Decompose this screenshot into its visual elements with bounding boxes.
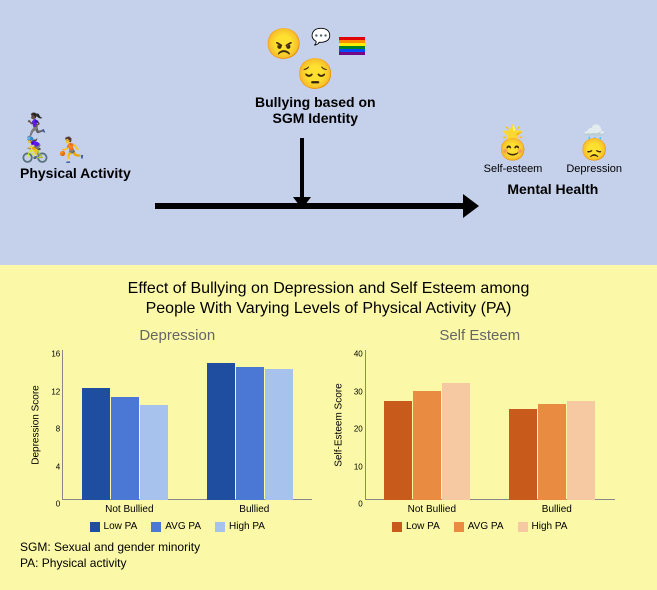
bar — [82, 388, 110, 501]
bullying-label-line1: Bullying based on — [255, 94, 376, 110]
bar-group — [82, 388, 168, 501]
disappointed-face-icon: 😞 — [580, 137, 607, 162]
depression-label: Depression — [566, 163, 622, 175]
y-tick: 40 — [354, 350, 363, 359]
y-axis-label: Self-Esteem Score — [333, 383, 344, 466]
y-tick: 16 — [51, 350, 60, 359]
bar — [265, 369, 293, 500]
legend-swatch — [518, 522, 528, 532]
bar — [111, 397, 139, 500]
bar — [538, 404, 566, 500]
legend-label: AVG PA — [468, 521, 504, 532]
legend-label: Low PA — [104, 521, 138, 532]
rainbow-flag-icon — [339, 37, 365, 55]
bar — [207, 363, 235, 500]
bar — [567, 401, 595, 500]
x-axis-labels: Not Bullied Bullied — [62, 504, 312, 515]
legend-swatch — [90, 522, 100, 532]
footnote: SGM: Sexual and gender minority PA: Phys… — [0, 532, 657, 571]
bar — [413, 391, 441, 501]
bar — [140, 405, 168, 500]
bullying-icons: 😠 💬 😔 — [255, 30, 376, 90]
chart-title: Self Esteem — [345, 327, 615, 344]
legend-item: AVG PA — [151, 521, 201, 532]
legend-label: High PA — [532, 521, 568, 532]
basketball-icon: ⛹️ — [57, 137, 87, 164]
self-esteem-item: 🌟 😊 Self-esteem — [484, 125, 543, 175]
sad-face-icon: 😔 — [297, 58, 334, 91]
legend: Low PA AVG PA High PA — [345, 521, 615, 532]
charts-title-line1: Effect of Bullying on Depression and Sel… — [128, 280, 530, 297]
legend-swatch — [392, 522, 402, 532]
y-tick: 4 — [56, 462, 60, 471]
legend-swatch — [454, 522, 464, 532]
runner-icon: 🏃🏿‍♀️ — [20, 113, 50, 140]
bar-group — [509, 401, 595, 500]
mental-health-node: 🌟 😊 Self-esteem 🌧️ 😞 Depression Mental H… — [484, 125, 622, 197]
y-tick: 30 — [354, 387, 363, 396]
y-tick: 8 — [56, 425, 60, 434]
angry-face-icon: 😠 — [265, 28, 302, 61]
speech-bubble-icon: 💬 — [311, 29, 331, 46]
y-axis: Depression Score0481216 — [42, 350, 62, 500]
chart-title: Depression — [42, 327, 312, 344]
bar — [384, 401, 412, 500]
physical-activity-icons: 🏃🏿‍♀️ 🚴‍♀️ ⛹️ — [20, 115, 131, 163]
x-axis-labels: Not Bullied Bullied — [365, 504, 615, 515]
plot-area — [62, 350, 312, 500]
mental-health-label: Mental Health — [484, 181, 622, 197]
self-esteem-label: Self-esteem — [484, 163, 543, 175]
footnote-line1: SGM: Sexual and gender minority — [20, 540, 200, 554]
legend-item: Low PA — [392, 521, 440, 532]
legend-label: AVG PA — [165, 521, 201, 532]
y-tick: 0 — [56, 500, 60, 509]
charts-panel: Effect of Bullying on Depression and Sel… — [0, 265, 657, 590]
charts-title-line2: People With Varying Levels of Physical A… — [146, 300, 512, 317]
x-tick-label: Not Bullied — [408, 504, 456, 515]
y-axis: Self-Esteem Score010203040 — [345, 350, 365, 500]
footnote-line2: PA: Physical activity — [20, 556, 126, 570]
concept-diagram-panel: 🏃🏿‍♀️ 🚴‍♀️ ⛹️ Physical Activity 😠 💬 😔 Bu… — [0, 0, 657, 265]
x-tick-label: Bullied — [542, 504, 572, 515]
legend-item: High PA — [518, 521, 568, 532]
legend-item: AVG PA — [454, 521, 504, 532]
figure-root: 🏃🏿‍♀️ 🚴‍♀️ ⛹️ Physical Activity 😠 💬 😔 Bu… — [0, 0, 657, 590]
legend-swatch — [151, 522, 161, 532]
x-tick-label: Bullied — [239, 504, 269, 515]
legend: Low PA AVG PA High PA — [42, 521, 312, 532]
legend-item: High PA — [215, 521, 265, 532]
plot-area — [365, 350, 615, 500]
bullying-label-line2: SGM Identity — [273, 110, 359, 126]
bullying-label: Bullying based on SGM Identity — [255, 94, 376, 126]
x-tick-label: Not Bullied — [105, 504, 153, 515]
depression-chart: DepressionDepression Score0481216Not Bul… — [42, 327, 312, 532]
legend-label: High PA — [229, 521, 265, 532]
physical-activity-label: Physical Activity — [20, 165, 131, 181]
depression-item: 🌧️ 😞 Depression — [566, 125, 622, 175]
charts-title: Effect of Bullying on Depression and Sel… — [0, 265, 657, 327]
legend-swatch — [215, 522, 225, 532]
bullying-node: 😠 💬 😔 Bullying based on SGM Identity — [255, 30, 376, 126]
cyclist-icon: 🚴‍♀️ — [20, 137, 50, 164]
physical-activity-node: 🏃🏿‍♀️ 🚴‍♀️ ⛹️ Physical Activity — [20, 115, 131, 181]
charts-row: Depression Depression Score 0 4 8 12 16 Not Bul… — [0, 327, 657, 532]
y-tick: 0 — [358, 500, 362, 509]
moderator-arrow — [300, 138, 304, 198]
bar — [442, 383, 470, 500]
legend-item: Low PA — [90, 521, 138, 532]
y-axis-label: Depression Score — [31, 385, 42, 464]
self-esteem-chart: Self EsteemSelf-Esteem Score010203040Not… — [345, 327, 615, 532]
y-tick: 20 — [354, 425, 363, 434]
y-tick: 10 — [354, 462, 363, 471]
bar-group — [207, 363, 293, 500]
bar — [509, 409, 537, 501]
bar-group — [384, 383, 470, 500]
happy-face-icon: 😊 — [499, 137, 526, 162]
bar — [236, 367, 264, 500]
legend-label: Low PA — [406, 521, 440, 532]
y-tick: 12 — [51, 387, 60, 396]
